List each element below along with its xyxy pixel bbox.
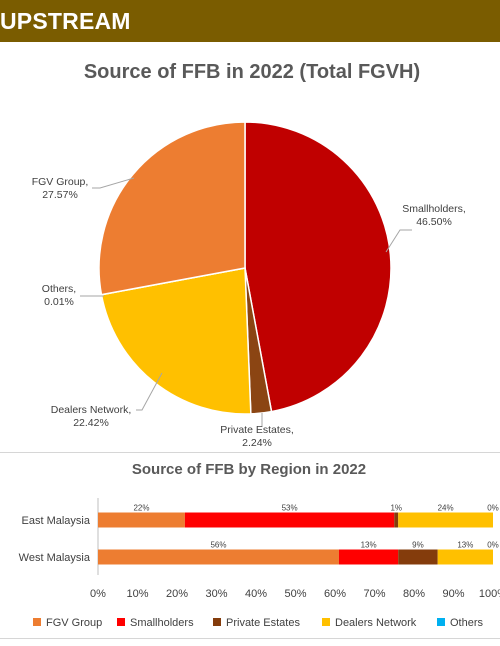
bar-segment-0-0 — [98, 512, 185, 528]
pie-slice-0 — [244, 121, 392, 413]
x-tick-label-7: 70% — [363, 588, 385, 600]
bar-segment-1-2 — [398, 549, 438, 565]
x-tick-label-0: 0% — [90, 588, 106, 600]
bar-segment-1-3 — [437, 549, 493, 565]
x-tick-label-10: 100% — [479, 588, 500, 600]
pie-pct-4: 27.57% — [42, 189, 78, 201]
legend-label-2: Private Estates — [226, 617, 300, 629]
pie-pct-3: 0.01% — [44, 296, 74, 308]
category-label-0: East Malaysia — [22, 515, 91, 527]
pie-leader-4 — [92, 177, 135, 189]
x-tick-label-2: 20% — [166, 588, 188, 600]
pie-label-3: Others, — [42, 283, 76, 295]
pie-label-2: Dealers Network, — [51, 404, 132, 416]
x-tick-label-4: 40% — [245, 588, 267, 600]
bar-data-label-0-0: 22% — [133, 504, 149, 513]
x-tick-label-6: 60% — [324, 588, 346, 600]
pie-title: Source of FFB in 2022 (Total FGVH) — [84, 61, 420, 83]
bar-data-label-1-0: 56% — [210, 541, 226, 550]
bar-data-label-1-2: 9% — [412, 541, 424, 550]
x-tick-label-5: 50% — [284, 588, 306, 600]
bar-data-label-0-1: 53% — [282, 504, 298, 513]
pie-label-4: FGV Group, — [32, 176, 89, 188]
legend-label-3: Dealers Network — [335, 617, 417, 629]
legend-label-0: FGV Group — [46, 617, 102, 629]
legend-swatch-3 — [322, 618, 330, 626]
legend-swatch-4 — [437, 618, 445, 626]
legend-label-4: Others — [450, 617, 484, 629]
bar-data-label-1-1: 13% — [361, 541, 377, 550]
pie-slice-4 — [98, 121, 246, 296]
legend-swatch-1 — [117, 618, 125, 626]
bar-data-label-1-4: 0% — [487, 541, 499, 550]
bar-segment-0-1 — [184, 512, 395, 528]
pie-leader-2 — [136, 372, 163, 411]
bar-data-label-0-4: 0% — [487, 504, 499, 513]
bar-data-label-0-2: 1% — [390, 504, 402, 513]
bar-segment-1-1 — [338, 549, 399, 565]
legend-swatch-2 — [213, 618, 221, 626]
pie-leader-0 — [385, 229, 412, 253]
pie-pct-0: 46.50% — [416, 216, 452, 228]
x-tick-label-3: 30% — [205, 588, 227, 600]
bar-data-label-1-3: 13% — [457, 541, 473, 550]
pie-pct-1: 2.24% — [242, 437, 272, 449]
pie-label-1: Private Estates, — [220, 424, 294, 436]
x-tick-label-9: 90% — [442, 588, 464, 600]
banner-title: UPSTREAM — [0, 8, 131, 34]
category-label-1: West Malaysia — [19, 552, 91, 564]
x-tick-label-8: 80% — [403, 588, 425, 600]
bar-segment-1-0 — [98, 549, 339, 565]
bottom-divider — [0, 638, 500, 639]
pie-slice-2 — [100, 267, 252, 415]
legend-label-1: Smallholders — [130, 617, 194, 629]
bar-segment-0-3 — [398, 512, 493, 528]
bar-data-label-0-3: 24% — [438, 504, 454, 513]
bar-title: Source of FFB by Region in 2022 — [132, 461, 366, 478]
legend-swatch-0 — [33, 618, 41, 626]
section-banner: UPSTREAM — [0, 0, 500, 45]
chart-divider — [0, 452, 500, 453]
pie-pct-2: 22.42% — [73, 417, 109, 429]
bar-segment-0-2 — [394, 512, 399, 528]
x-tick-label-1: 10% — [126, 588, 148, 600]
pie-label-0: Smallholders, — [402, 203, 466, 215]
